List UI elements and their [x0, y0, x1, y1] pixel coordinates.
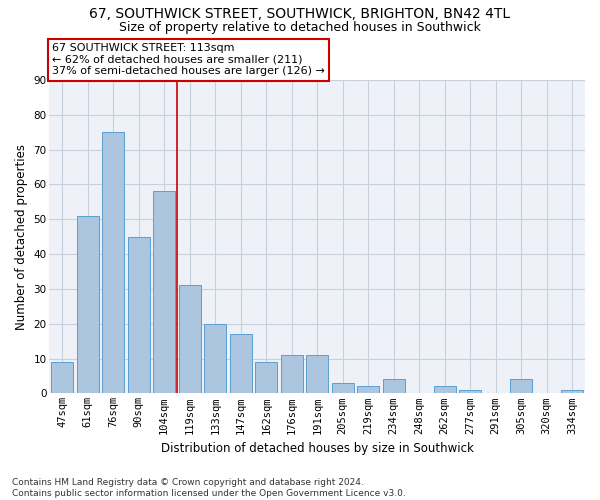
Text: 67, SOUTHWICK STREET, SOUTHWICK, BRIGHTON, BN42 4TL: 67, SOUTHWICK STREET, SOUTHWICK, BRIGHTO… [89, 8, 511, 22]
Text: Size of property relative to detached houses in Southwick: Size of property relative to detached ho… [119, 21, 481, 34]
Bar [154, 192, 175, 394]
Bar [179, 286, 200, 394]
Text: Contains HM Land Registry data © Crown copyright and database right 2024.
Contai: Contains HM Land Registry data © Crown c… [12, 478, 406, 498]
Bar [230, 334, 251, 394]
Text: 67 SOUTHWICK STREET: 113sqm
← 62% of detached houses are smaller (211)
37% of se: 67 SOUTHWICK STREET: 113sqm ← 62% of det… [52, 44, 325, 76]
X-axis label: Distribution of detached houses by size in Southwick: Distribution of detached houses by size … [161, 442, 473, 455]
Bar [205, 324, 226, 394]
Bar [256, 362, 277, 394]
Bar [77, 216, 98, 394]
Bar [332, 383, 353, 394]
Bar [103, 132, 124, 394]
Bar [562, 390, 583, 394]
Bar [281, 355, 302, 394]
Bar [128, 236, 149, 394]
Y-axis label: Number of detached properties: Number of detached properties [15, 144, 28, 330]
Bar [307, 355, 328, 394]
Bar [358, 386, 379, 394]
Bar [460, 390, 481, 394]
Bar [434, 386, 455, 394]
Bar [511, 380, 532, 394]
Bar [383, 380, 404, 394]
Bar [52, 362, 73, 394]
